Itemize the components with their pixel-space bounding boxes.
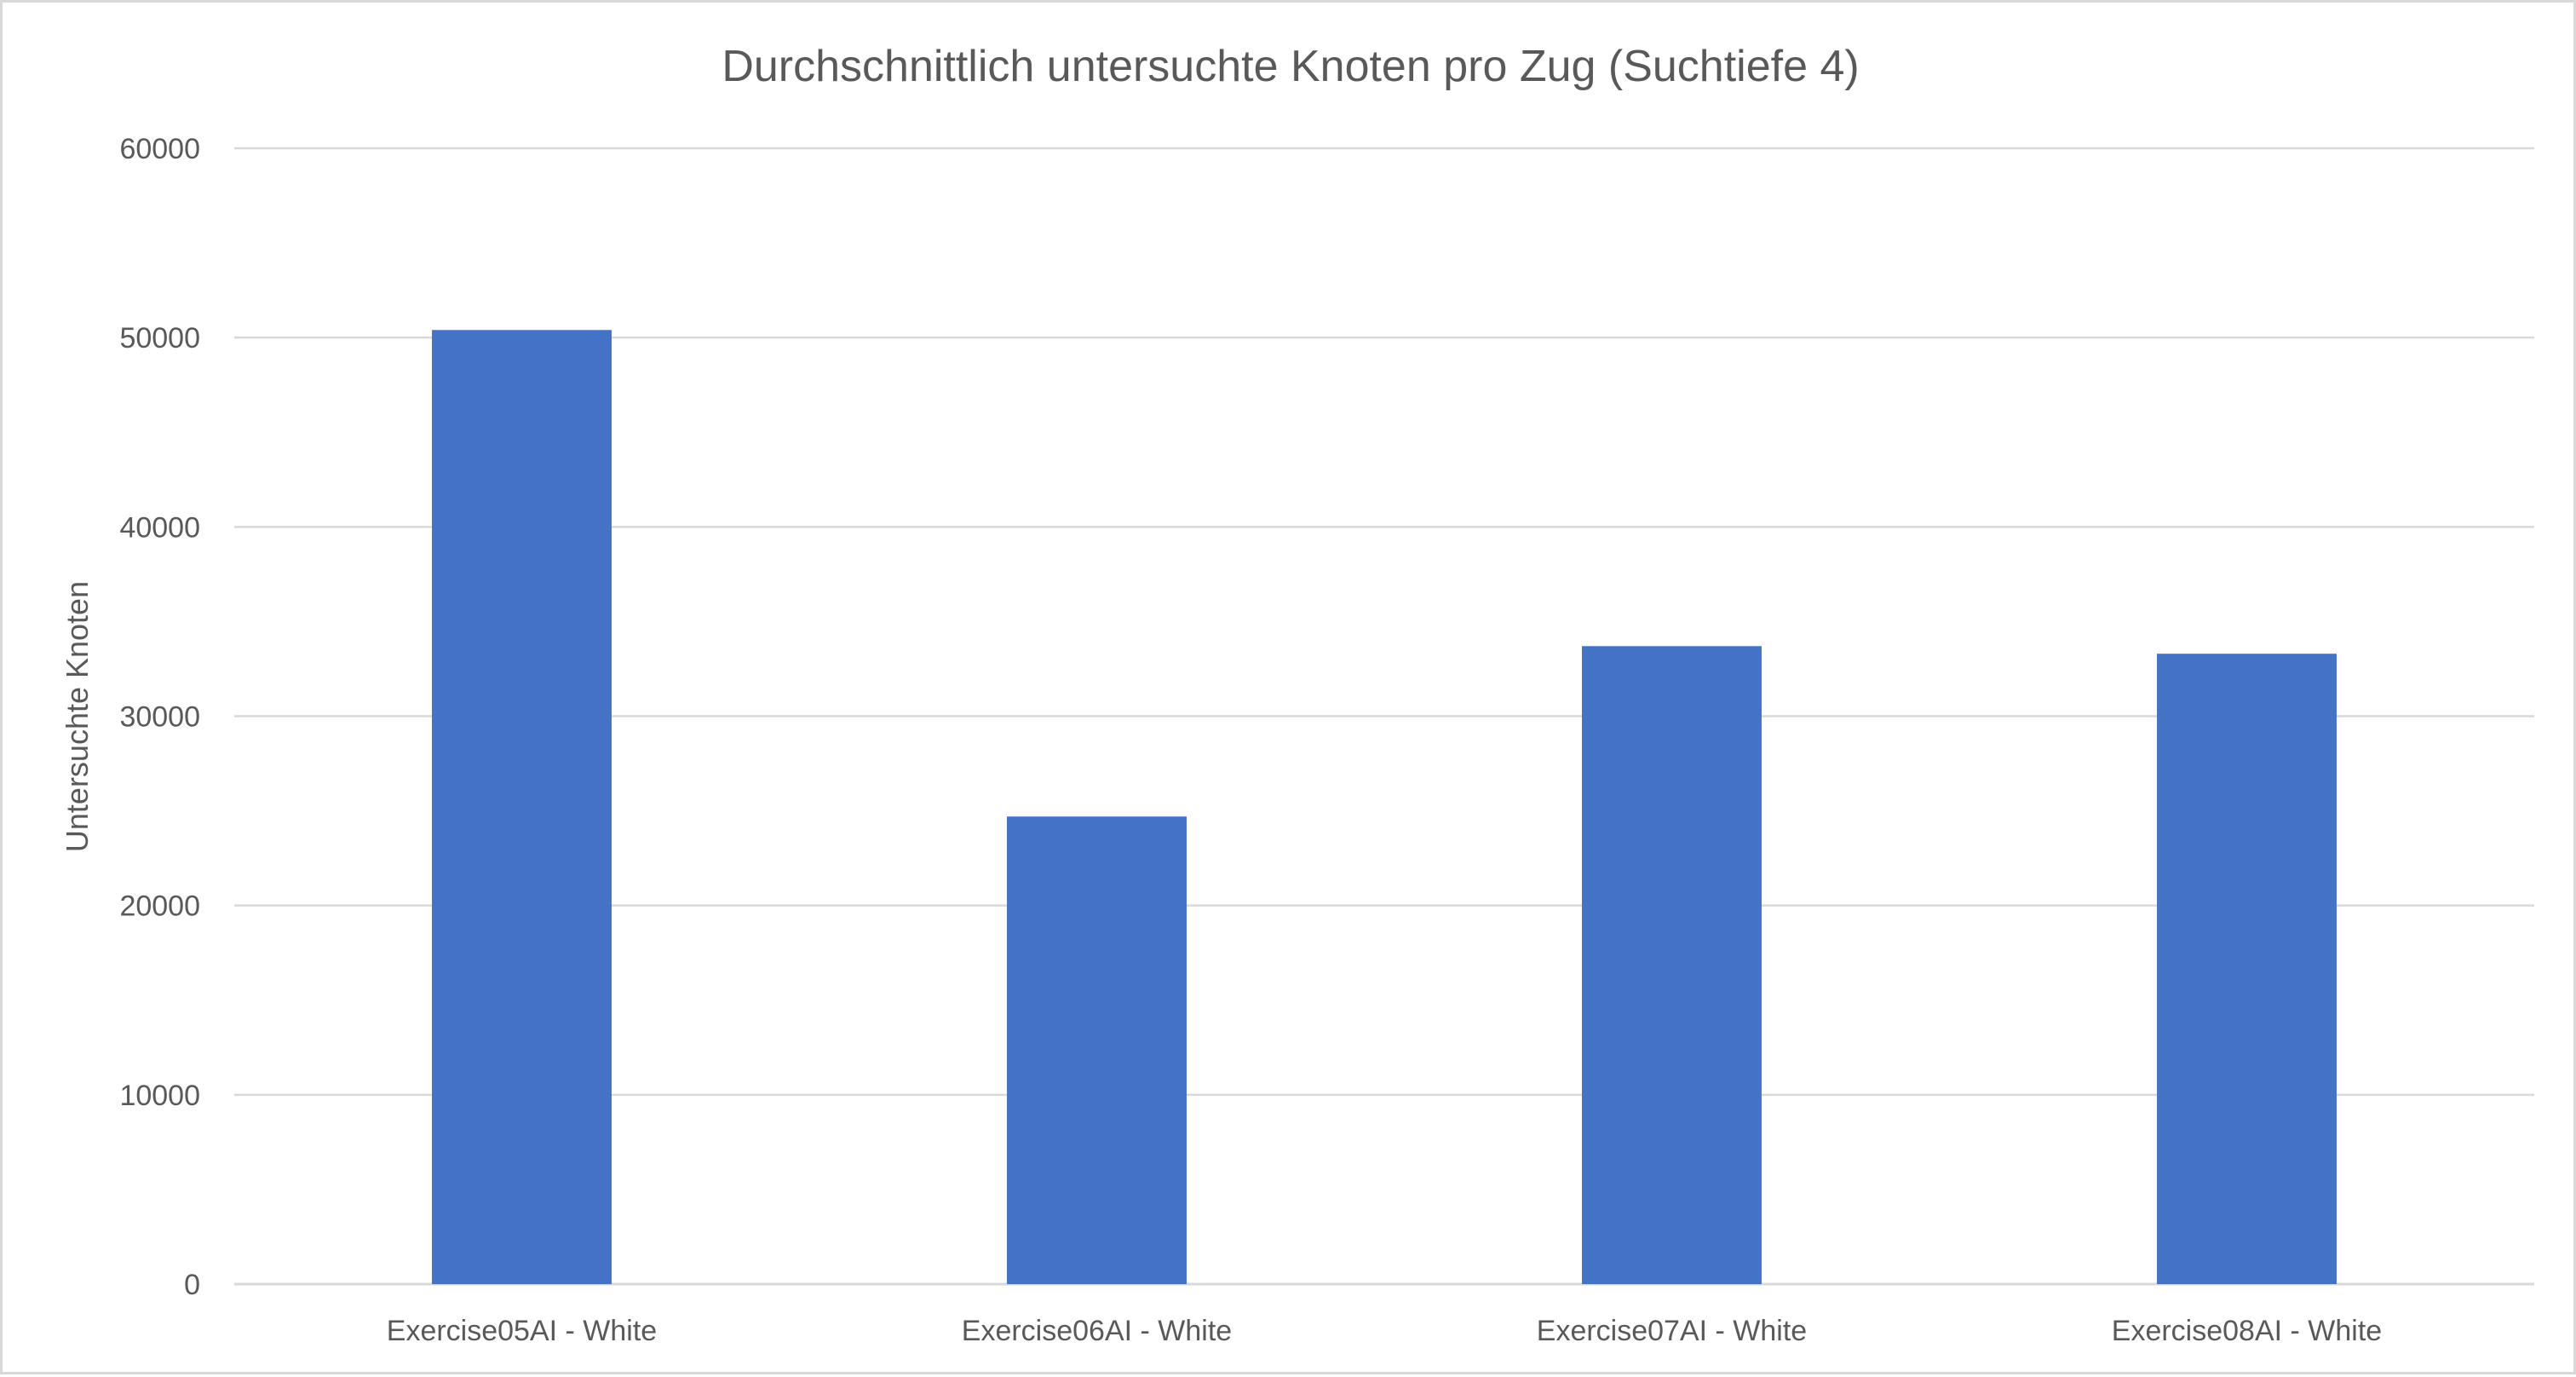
- bar: [2157, 654, 2337, 1284]
- y-tick-label: 30000: [119, 701, 200, 734]
- bars: [432, 330, 2337, 1284]
- bar: [432, 330, 612, 1284]
- chart-title: Durchschnittlich untersuchte Knoten pro …: [722, 42, 1859, 91]
- y-axis-ticks: 0 10000 20000 30000 40000 50000 60000: [119, 133, 200, 1301]
- gridlines: [234, 147, 2534, 1286]
- y-tick-label: 60000: [119, 133, 200, 165]
- x-tick-label: Exercise07AI - White: [1537, 1315, 1807, 1347]
- bar: [1582, 646, 1762, 1284]
- x-tick-label: Exercise08AI - White: [2112, 1315, 2382, 1347]
- bar-chart: Durchschnittlich untersuchte Knoten pro …: [60, 42, 2534, 1347]
- y-axis-title: Untersuchte Knoten: [60, 581, 95, 852]
- x-tick-label: Exercise06AI - White: [962, 1315, 1232, 1347]
- x-axis-ticks: Exercise05AI - White Exercise06AI - White…: [387, 1315, 2382, 1347]
- x-tick-label: Exercise05AI - White: [387, 1315, 657, 1347]
- y-tick-label: 40000: [119, 511, 200, 544]
- y-tick-label: 10000: [119, 1080, 200, 1112]
- y-tick-label: 20000: [119, 890, 200, 923]
- y-tick-label: 50000: [119, 322, 200, 354]
- bar: [1007, 816, 1187, 1284]
- y-tick-label: 0: [184, 1269, 200, 1301]
